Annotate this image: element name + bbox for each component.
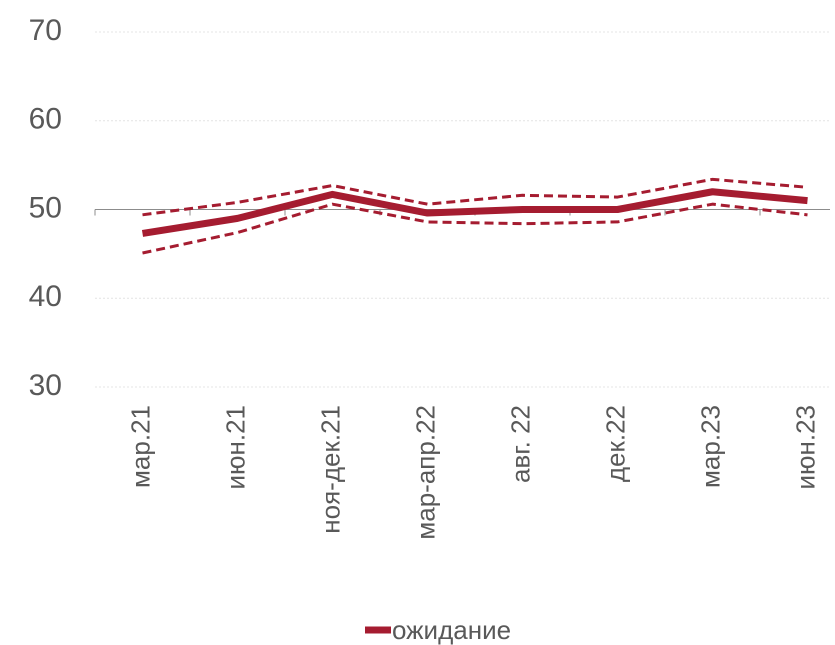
y-tick-label: 60 xyxy=(29,103,62,136)
y-tick-label: 50 xyxy=(29,191,62,224)
y-tick-label: 70 xyxy=(29,14,62,47)
x-tick-label: мар.23 xyxy=(695,405,725,488)
series-line xyxy=(142,177,808,217)
series-line xyxy=(142,202,808,255)
x-tick-label: дек.22 xyxy=(600,405,630,482)
x-tick-label: мар-апр.22 xyxy=(410,405,440,540)
y-tick-label: 30 xyxy=(29,369,62,402)
series-line xyxy=(141,188,808,237)
x-tick-label: ноя-дек.21 xyxy=(315,405,345,534)
x-tick-label: авг. 22 xyxy=(505,405,535,483)
x-tick-label: мар.21 xyxy=(125,405,155,488)
legend-label: ожидание xyxy=(392,615,511,645)
x-tick-label: июн.23 xyxy=(790,405,820,490)
x-tick-label: июн.21 xyxy=(220,405,250,490)
y-tick-label: 40 xyxy=(29,280,62,313)
